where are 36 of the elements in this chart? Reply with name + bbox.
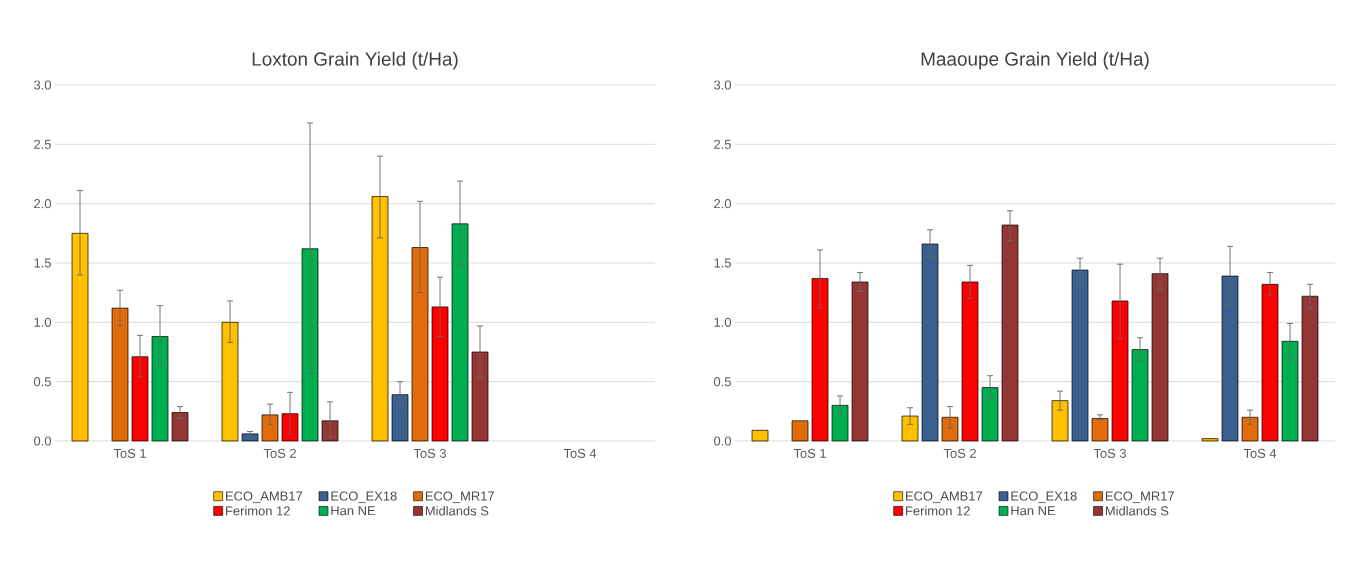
y-tick-label: 1.5: [34, 258, 51, 268]
chart-title: Maaoupe Grain Yield (t/Ha): [921, 51, 1149, 70]
y-tick-label: 2.5: [34, 139, 51, 149]
x-tick-label: ToS 2: [943, 448, 976, 458]
x-tick-label: ToS 4: [1243, 448, 1277, 458]
y-tick-label: 3.0: [714, 80, 731, 90]
y-tick-label: 3.0: [33, 80, 51, 90]
x-tick-label: ToS 3: [1093, 448, 1126, 458]
y-tick-label: 2.0: [34, 199, 51, 209]
y-tick-label: 2.0: [714, 199, 731, 209]
x-tick-label: ToS 4: [563, 448, 597, 458]
x-tick-label: ToS 1: [793, 448, 826, 458]
x-tick-label: ToS 3: [413, 448, 446, 458]
y-tick-label: 0.0: [714, 436, 731, 446]
y-tick-label: 1.0: [34, 317, 51, 327]
y-tick-label: 2.5: [714, 139, 731, 149]
y-tick-label: 0.5: [714, 377, 731, 387]
y-tick-label: 1.0: [714, 317, 731, 327]
legend-label: Ferimon 12: [906, 505, 970, 516]
legend-label: ECO_MR17: [1105, 491, 1174, 504]
legend-label: Han NE: [331, 506, 376, 516]
chart-title: Loxton Grain Yield (t/Ha): [252, 51, 458, 70]
legend-label: ECO_EX18: [1011, 491, 1077, 504]
y-tick-label: 1.5: [714, 258, 731, 268]
legend-label: ECO_AMB17: [226, 491, 303, 504]
y-tick-label: 0.0: [33, 436, 51, 446]
y-tick-label: 0.5: [33, 377, 51, 387]
x-tick-label: ToS 2: [263, 448, 296, 458]
legend-label: ECO_AMB17: [906, 491, 983, 504]
legend-label: Han NE: [1011, 506, 1056, 516]
legend-label: Ferimon 12: [226, 505, 290, 516]
legend-label: ECO_MR17: [425, 491, 494, 504]
legend-label: Midlands S: [425, 505, 489, 516]
legend-label: ECO_EX18: [331, 491, 397, 504]
x-tick-label: ToS 1: [113, 448, 146, 458]
legend-label: Midlands S: [1105, 505, 1169, 516]
